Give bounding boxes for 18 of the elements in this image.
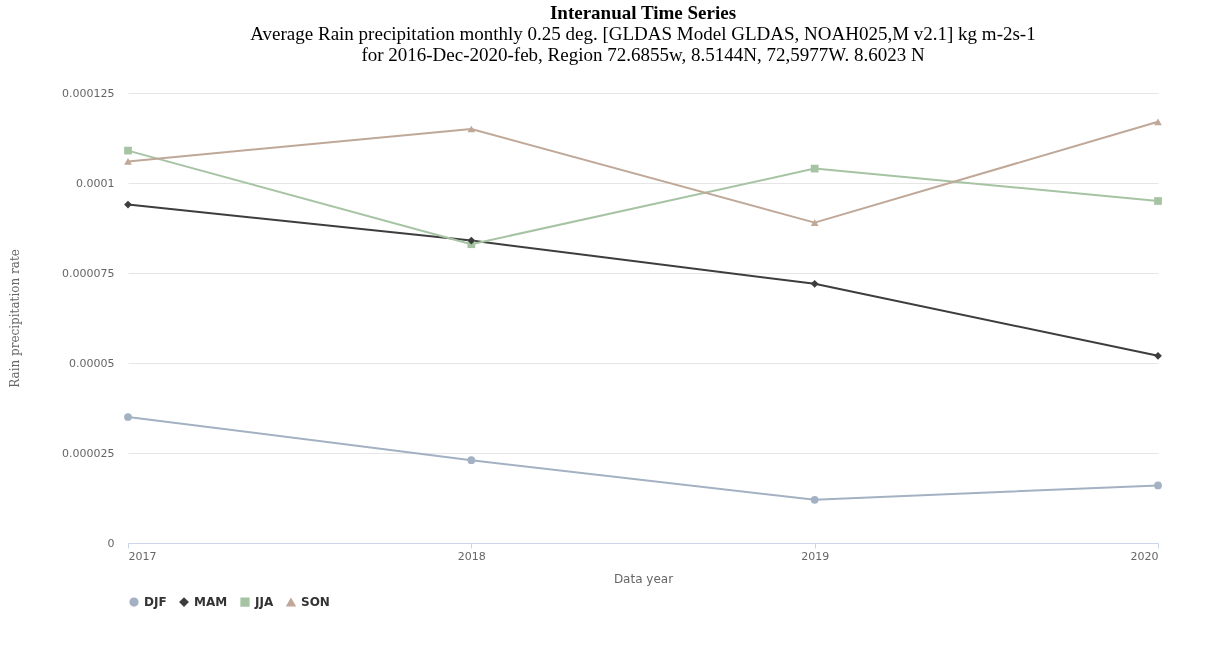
x-axis-title: Data year	[613, 571, 674, 586]
y-tick-label: 0.000025	[62, 446, 115, 460]
legend-label: JJA	[254, 595, 274, 610]
legend-label: SON	[301, 595, 330, 610]
legend-label: DJF	[144, 595, 167, 610]
y-tick-label: 0.000125	[62, 86, 115, 100]
x-tick-label: 2017	[128, 549, 157, 563]
x-tick-label: 2020	[1130, 549, 1159, 563]
x-tick-label: 2018	[457, 549, 486, 563]
x-tick-label: 2019	[801, 549, 830, 563]
chart-title: Interanual Time Series	[549, 2, 737, 23]
y-tick-label: 0.000075	[62, 266, 115, 280]
y-tick-label: 0	[107, 536, 115, 550]
y-tick-label: 0.0001	[76, 176, 115, 190]
y-tick-label: 0.00005	[69, 356, 115, 370]
legend-label: MAM	[194, 595, 228, 610]
chart-subtitle: Average Rain precipitation monthly 0.25 deg. [GLDAS Model GLDAS, NOAH025,M v2.1] kg m-2s-1 for 2016-Dec-2020-feb, Region 72.6855w, 8.5144N, 72,5977W. 8.6023 N	[250, 23, 1036, 65]
y-axis-title: Rain precipitation rate	[8, 249, 23, 388]
